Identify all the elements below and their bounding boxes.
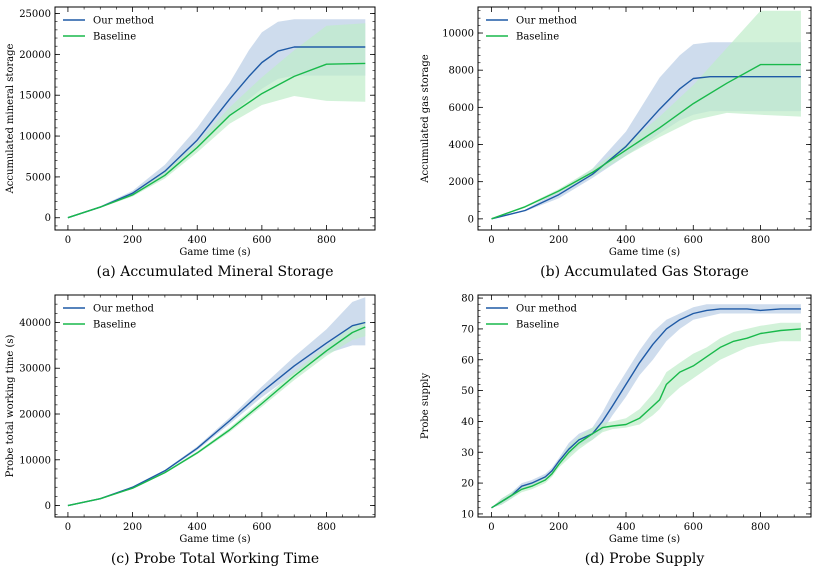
y-tick-label: 40 (461, 417, 474, 428)
plot-frame (477, 6, 812, 231)
x-axis-label: Game time (s) (609, 534, 680, 545)
y-tick-label: 10000 (19, 455, 51, 466)
y-tick-label: 0 (468, 214, 474, 225)
series-line-our-method (67, 46, 366, 219)
y-tick-label: 70 (461, 324, 474, 335)
y-tick-label: 0 (45, 213, 51, 224)
x-tick-label: 0 (488, 235, 494, 246)
chart-panel-a: 0 200 400 600 800 0 5000 10000 15000 20000 25000 Ga… (5, 6, 376, 280)
chart-panel-c: 0 200 400 600 800 0 10000 20000 30000 40000 Game t… (5, 294, 376, 567)
subfigure-caption: (a) Accumulated Mineral Storage (97, 264, 334, 280)
series-line-our-method (491, 308, 801, 509)
plot-frame (54, 6, 376, 231)
series-line-baseline (491, 328, 801, 509)
plot-frame (477, 294, 812, 518)
y-tick-label: 5000 (26, 172, 51, 183)
y-tick-label: 20000 (19, 410, 51, 421)
x-axis-label: Game time (s) (179, 247, 250, 258)
legend-our-method-label: Our method (93, 16, 154, 27)
legend-our-method-label: Our method (516, 16, 577, 27)
y-tick-label: 2000 (449, 177, 474, 188)
y-axis-label: Accumulated gas storage (420, 54, 431, 183)
y-tick-label: 10 (461, 509, 474, 520)
x-tick-label: 600 (252, 235, 271, 246)
series-line-baseline (67, 326, 366, 507)
y-axis-label: Probe total working time (s) (5, 335, 16, 478)
y-tick-label: 6000 (449, 103, 474, 114)
x-tick-label: 600 (252, 522, 271, 533)
confidence-band-baseline (491, 10, 801, 219)
y-tick-label: 8000 (449, 66, 474, 77)
x-tick-label: 800 (751, 522, 770, 533)
y-tick-label: 30 (461, 448, 474, 459)
y-tick-label: 40000 (19, 318, 51, 329)
x-tick-label: 400 (188, 235, 207, 246)
x-axis-label: Game time (s) (179, 534, 250, 545)
x-tick-label: 200 (123, 235, 142, 246)
subfigure-caption: (d) Probe Supply (585, 551, 705, 567)
y-tick-label: 15000 (19, 91, 51, 102)
y-tick-label: 30000 (19, 364, 51, 375)
x-tick-label: 0 (65, 235, 71, 246)
legend-baseline-label: Baseline (516, 32, 559, 43)
y-tick-label: 0 (45, 501, 51, 512)
y-tick-label: 60 (461, 355, 474, 366)
legend-baseline-label: Baseline (93, 320, 136, 331)
y-axis-label: Probe supply (420, 373, 431, 440)
chart-panel-d: 0 200 400 600 800 10 20 30 40 50 60 70 80 Game time (… (420, 294, 812, 567)
y-tick-label: 25000 (19, 9, 51, 20)
y-tick-label: 20 (461, 479, 474, 490)
confidence-band-baseline (491, 322, 801, 508)
x-tick-label: 400 (616, 235, 635, 246)
confidence-band-baseline (67, 23, 366, 218)
subfigure-caption: (c) Probe Total Working Time (111, 551, 319, 567)
y-tick-label: 20000 (19, 50, 51, 61)
x-tick-label: 400 (616, 522, 635, 533)
series-line-baseline (67, 62, 366, 219)
x-tick-label: 0 (65, 522, 71, 533)
legend-our-method-label: Our method (93, 304, 154, 315)
subfigure-caption: (b) Accumulated Gas Storage (540, 264, 749, 280)
y-tick-label: 80 (461, 294, 474, 305)
y-tick-label: 10000 (442, 29, 474, 40)
legend-baseline-label: Baseline (93, 32, 136, 43)
x-tick-label: 400 (188, 522, 207, 533)
series-line-our-method (491, 76, 801, 220)
series-line-baseline (491, 63, 801, 220)
x-tick-label: 800 (317, 235, 336, 246)
y-tick-label: 4000 (449, 140, 474, 151)
x-tick-label: 0 (488, 522, 494, 533)
x-tick-label: 800 (751, 235, 770, 246)
y-tick-label: 10000 (19, 132, 51, 143)
plot-frame (54, 294, 376, 518)
x-tick-label: 200 (549, 522, 568, 533)
legend-our-method-label: Our method (516, 304, 577, 315)
x-tick-label: 200 (549, 235, 568, 246)
chart-panel-b: 0 200 400 600 8000200040006000800010000Game … (420, 6, 812, 280)
y-axis-label: Accumulated mineral storage (5, 43, 16, 194)
x-tick-label: 800 (317, 522, 336, 533)
x-tick-label: 600 (684, 235, 703, 246)
x-tick-label: 600 (684, 522, 703, 533)
x-tick-label: 200 (123, 522, 142, 533)
y-tick-label: 50 (461, 386, 474, 397)
x-axis-label: Game time (s) (609, 247, 680, 258)
legend-baseline-label: Baseline (516, 320, 559, 331)
